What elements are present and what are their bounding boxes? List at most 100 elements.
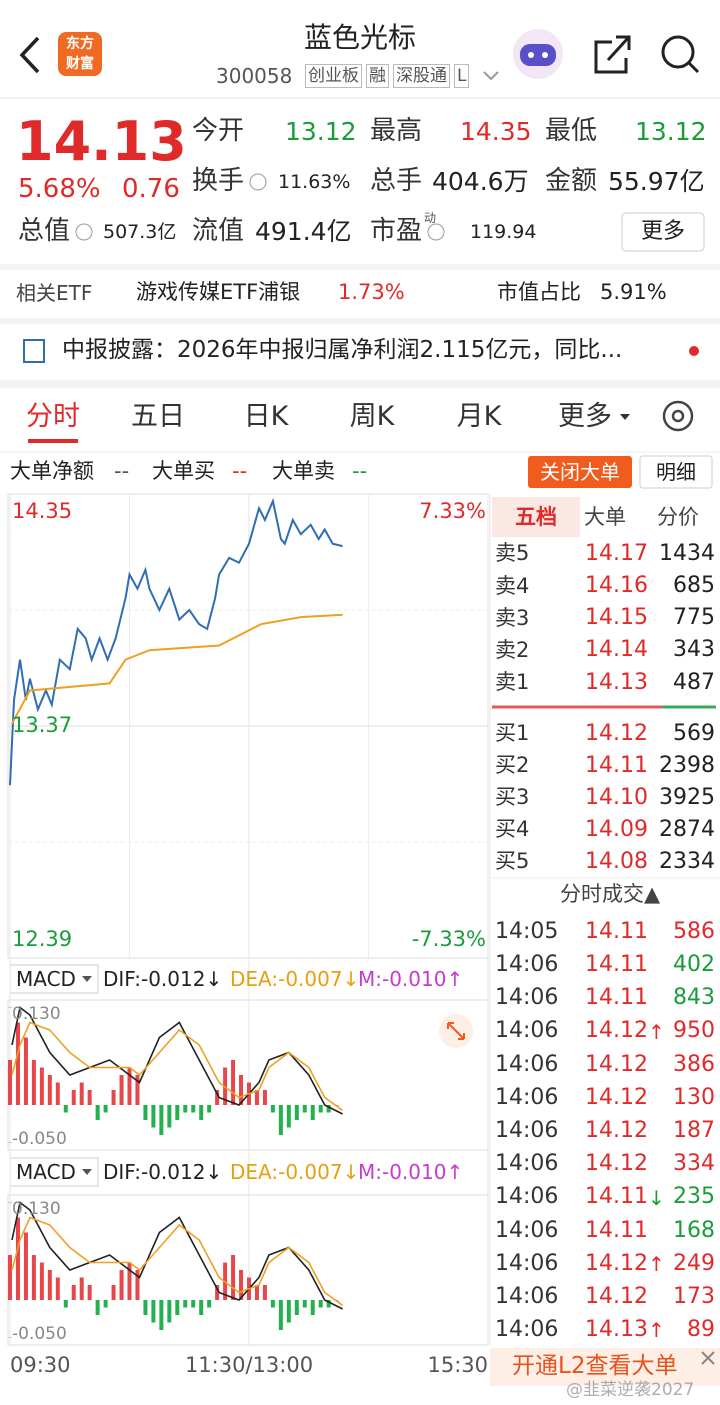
book-label: 买4 xyxy=(495,817,530,842)
trade-time: 14:06 xyxy=(495,1151,559,1177)
book-price: 14.15 xyxy=(585,605,648,631)
macd-selector[interactable] xyxy=(9,964,99,994)
trade-time: 14:06 xyxy=(495,1184,559,1210)
y-tick-label: -0.050 xyxy=(12,1324,67,1345)
macd-bar xyxy=(119,1270,124,1300)
stock-code: 300058 xyxy=(216,64,293,88)
macd-bar xyxy=(79,1277,84,1300)
book-tab: 五档 xyxy=(515,505,557,530)
expand-icon xyxy=(447,1022,465,1040)
detail-button[interactable] xyxy=(639,455,713,489)
trade-volume: 173 xyxy=(673,1283,715,1309)
macd-bar xyxy=(239,1270,244,1300)
macd-bar xyxy=(199,1105,204,1120)
book-volume: 775 xyxy=(673,605,715,631)
macd-bar xyxy=(39,1067,44,1105)
chart-tab: 分时 xyxy=(26,401,80,433)
macd-bar xyxy=(31,1060,36,1105)
macd-frame xyxy=(7,1194,489,1346)
macd-bar xyxy=(262,1090,267,1105)
settings-button[interactable] xyxy=(662,400,694,432)
trade-price: 14.11 xyxy=(585,918,648,944)
trade-time: 14:06 xyxy=(495,1051,559,1077)
separator xyxy=(0,264,720,270)
macd-bar xyxy=(302,1300,307,1308)
macd-bar xyxy=(39,1262,44,1300)
selector-caret xyxy=(82,976,92,982)
macd-bar xyxy=(199,1300,204,1315)
trade-price: 14.11 xyxy=(585,985,648,1011)
y-tick-label: 13.37 xyxy=(12,713,73,738)
trade-price: 14.11 xyxy=(585,951,648,977)
trade-time: 14:06 xyxy=(495,1117,559,1143)
macd-bar xyxy=(270,1300,275,1308)
macd-bar xyxy=(278,1105,283,1135)
book-label: 买5 xyxy=(495,849,530,874)
more-button[interactable] xyxy=(621,212,705,252)
book-price: 14.12 xyxy=(585,720,648,746)
banner-bg[interactable] xyxy=(490,1348,720,1386)
macd-bar xyxy=(103,1105,108,1113)
x-tick-label: 11:30/13:00 xyxy=(184,1353,314,1378)
trade-time: 14:05 xyxy=(495,918,559,944)
chart-tab: 五日 xyxy=(131,401,185,433)
dea-line xyxy=(11,1021,344,1111)
book-volume: 343 xyxy=(673,637,715,663)
macd-bar xyxy=(135,1075,140,1105)
macd-bar xyxy=(79,1082,84,1105)
app-logo[interactable] xyxy=(58,32,102,76)
x-tick-label: 15:30 xyxy=(427,1353,488,1378)
notice-icon xyxy=(23,339,45,363)
avatar-face xyxy=(520,44,556,66)
chart-tab: 日K xyxy=(243,401,289,433)
trade-price: 14.13 xyxy=(585,1317,648,1343)
macd-bar xyxy=(302,1105,307,1113)
search-button[interactable] xyxy=(661,35,695,69)
share-button[interactable] xyxy=(594,35,631,74)
separator xyxy=(0,380,720,388)
trade-time: 14:06 xyxy=(495,1084,559,1110)
macd-bar xyxy=(310,1300,315,1315)
field-value: 14.35 xyxy=(460,116,532,146)
macd-bar xyxy=(151,1300,156,1323)
dif-line xyxy=(11,1201,343,1310)
etf-label: 相关ETF xyxy=(16,281,93,305)
banner-close[interactable] xyxy=(701,1351,715,1365)
dif-line xyxy=(11,1006,343,1115)
field-label: 最低 xyxy=(545,116,598,147)
close-bigorder-button[interactable] xyxy=(528,456,632,488)
back-button[interactable] xyxy=(19,36,40,74)
trade-time: 14:06 xyxy=(495,951,559,977)
macd-bar xyxy=(207,1105,212,1113)
bigorder-label: 大单买 xyxy=(152,459,215,484)
macd-bar xyxy=(23,1037,28,1105)
macd-bar xyxy=(254,1090,259,1105)
macd-bar xyxy=(191,1300,196,1308)
settings-core xyxy=(671,409,685,423)
macd-bar xyxy=(239,1075,244,1105)
trade-volume: 187 xyxy=(673,1117,715,1143)
trade-volume: 235 xyxy=(673,1184,715,1210)
dif-label: DIF:-0.012↓ xyxy=(103,1160,223,1184)
macd-bar xyxy=(119,1075,124,1105)
logo-text: 东方 xyxy=(66,35,94,52)
market-tag: 创业板 xyxy=(305,64,362,88)
notice: 中报披露：2026年中报归属净利润2.115亿元，同比... xyxy=(62,337,623,364)
y-tick-label: -0.050 xyxy=(12,1129,67,1150)
macd-bar xyxy=(183,1300,188,1308)
price-line xyxy=(9,497,343,786)
change-pct: 5.68% xyxy=(18,174,101,205)
dropdown-arrow[interactable] xyxy=(483,71,499,81)
macd-bar xyxy=(55,1277,60,1300)
book-price: 14.11 xyxy=(585,752,648,778)
trade-volume: 334 xyxy=(673,1151,715,1177)
dea-label: DEA:-0.007↓ xyxy=(230,1160,360,1184)
average-line xyxy=(11,613,343,725)
field-label: 流值 xyxy=(192,216,245,247)
chart-tab: 周K xyxy=(349,401,395,433)
etf-ratio-label: 市值占比 xyxy=(497,280,581,305)
chart-tab: 月K xyxy=(456,401,502,433)
macd-bar xyxy=(143,1300,148,1315)
